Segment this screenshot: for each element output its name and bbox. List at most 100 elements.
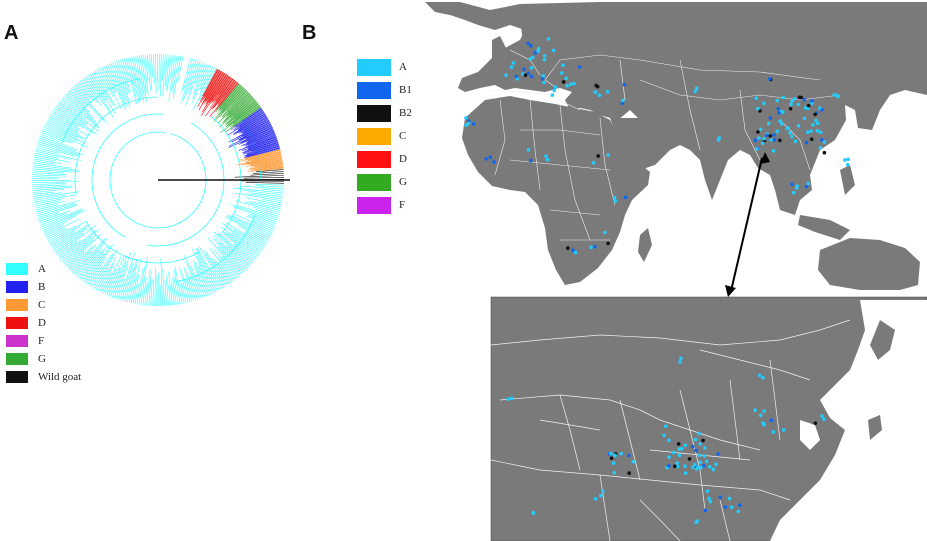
tree-clade-branch xyxy=(234,111,264,131)
world-sample-point xyxy=(806,181,810,186)
china-sample-point xyxy=(753,408,757,412)
tree-leaf-branch xyxy=(37,143,79,157)
world-sample-point xyxy=(788,130,792,135)
world-sample-point xyxy=(522,67,526,72)
tree-leaf-branch xyxy=(211,258,230,285)
tree-clade-branch xyxy=(243,136,277,149)
tree-leaf-branch xyxy=(130,258,142,304)
tree-clade-branch xyxy=(237,112,265,130)
tree-clade-branch xyxy=(246,156,282,164)
world-sample-point xyxy=(818,145,823,150)
china-sample-point xyxy=(613,453,617,458)
china-sample-point xyxy=(666,463,671,468)
tree-clade-branch xyxy=(241,131,275,146)
tree-leaf-branch xyxy=(106,255,125,296)
tree-leaf-branch xyxy=(213,231,251,266)
tree-clade-branch xyxy=(230,108,262,131)
tree-clade-branch xyxy=(237,120,270,139)
australia-landmass xyxy=(818,238,920,290)
legend-b-swatch xyxy=(357,127,391,145)
tree-leaf-branch xyxy=(246,193,283,200)
tree-leaf-branch xyxy=(40,208,84,226)
tree-leaf-branch xyxy=(35,204,58,211)
tree-leaf-branch xyxy=(88,74,106,102)
tree-leaf-branch xyxy=(113,252,132,299)
tree-clade-branch xyxy=(247,153,282,161)
tree-leaf-branch xyxy=(65,94,96,123)
tree-leaf-branch xyxy=(173,269,181,305)
china-sample-point xyxy=(757,373,762,378)
tree-leaf-branch xyxy=(152,278,155,306)
tree-leaf-branch xyxy=(92,253,114,288)
tree-leaf-branch xyxy=(57,241,78,257)
tree-leaf-branch xyxy=(110,62,127,101)
tree-clade-branch xyxy=(220,86,244,112)
tree-leaf-branch xyxy=(44,124,78,142)
tree-leaf-branch xyxy=(196,251,218,292)
tree-leaf-branch xyxy=(217,233,252,265)
tree-clade-branch xyxy=(203,69,219,97)
world-sample-point xyxy=(816,121,820,126)
tree-leaf-branch xyxy=(34,198,63,205)
tree-clade-branch xyxy=(249,159,283,166)
tree-leaf-branch xyxy=(262,189,284,192)
tree-clade-branch xyxy=(233,104,260,124)
tree-leaf-branch xyxy=(36,147,59,154)
tree-leaf-branch xyxy=(244,230,267,244)
tree-internal-arc xyxy=(85,221,200,264)
tree-leaf-branch xyxy=(64,95,100,128)
tree-clade-branch xyxy=(217,86,243,115)
tree-leaf-branch xyxy=(223,233,256,261)
tree-leaf-branch xyxy=(69,245,94,270)
tree-leaf-branch xyxy=(78,81,95,102)
china-sample-point xyxy=(683,471,688,475)
tree-clade-branch xyxy=(245,150,281,160)
world-map xyxy=(425,0,927,290)
world-sample-point xyxy=(466,121,471,126)
world-sample-point xyxy=(772,133,776,137)
china-sample-point xyxy=(678,360,682,364)
tree-leaf-branch xyxy=(33,191,79,199)
world-sample-point xyxy=(790,134,794,139)
world-sample-point xyxy=(760,141,765,145)
tree-leaf-branch xyxy=(246,132,276,145)
tree-clade-branch xyxy=(248,168,284,172)
tree-leaf-branch xyxy=(62,237,92,263)
tree-clade-branch xyxy=(247,139,278,151)
tree-leaf-branch xyxy=(39,137,77,152)
tree-leaf-branch xyxy=(217,76,231,95)
china-sample-point xyxy=(698,442,702,446)
world-sample-point xyxy=(573,250,578,255)
tree-leaf-branch xyxy=(81,79,102,107)
tree-internal-arc xyxy=(74,96,159,195)
tree-leaf-branch xyxy=(128,273,137,303)
china-sample-point xyxy=(736,509,741,514)
tree-clade-branch xyxy=(253,162,283,167)
china-sample-point xyxy=(761,375,765,380)
tree-leaf-branch xyxy=(250,173,284,176)
tree-leaf-branch xyxy=(41,130,72,144)
tree-clade-branch xyxy=(243,122,271,137)
world-sample-point xyxy=(775,98,780,103)
tree-leaf-branch xyxy=(37,141,79,155)
legend-b-label: G xyxy=(399,176,407,188)
tree-clade-branch xyxy=(242,132,275,146)
tree-leaf-branch xyxy=(262,163,283,167)
tree-leaf-branch xyxy=(190,277,198,300)
tree-leaf-branch xyxy=(94,70,116,107)
tree-leaf-branch xyxy=(84,77,114,118)
tree-leaf-branch xyxy=(51,224,89,249)
tree-clade-branch xyxy=(247,137,277,149)
tree-leaf-branch xyxy=(220,226,260,256)
tree-leaf-branch xyxy=(42,128,74,143)
china-sample-point xyxy=(687,457,692,461)
world-sample-point xyxy=(822,150,827,155)
tree-clade-branch xyxy=(247,130,274,142)
tree-leaf-branch xyxy=(68,91,90,113)
tree-leaf-branch xyxy=(55,233,84,254)
china-sample-point xyxy=(696,465,700,470)
tree-internal-arc xyxy=(175,215,256,282)
tree-leaf-branch xyxy=(238,123,271,141)
china-sample-point xyxy=(698,460,703,465)
tree-clade-branch xyxy=(205,70,221,98)
